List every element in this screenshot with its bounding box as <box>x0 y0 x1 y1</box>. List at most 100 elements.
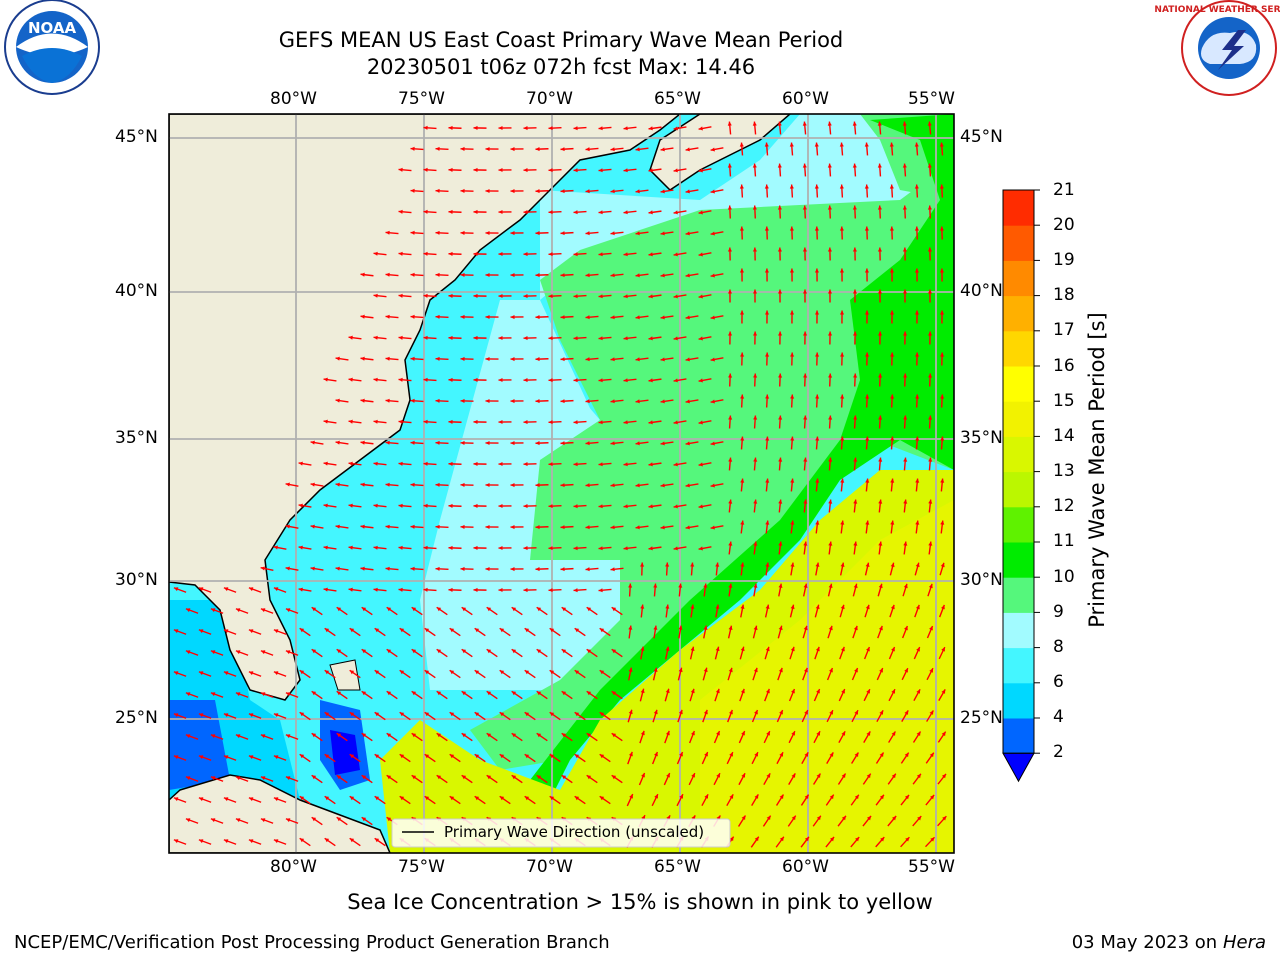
wave-arrow-head <box>386 691 392 696</box>
wave-arrow-head <box>436 607 442 612</box>
wave-arrow-head <box>727 163 732 168</box>
wave-arrow-head <box>902 247 907 252</box>
wave-arrow-head <box>573 168 578 173</box>
wave-arrow-head <box>585 357 590 362</box>
wave-arrow-head <box>803 331 808 336</box>
wave-arrow-head <box>248 839 254 844</box>
colorbar-tick-label: 14 <box>1053 426 1075 446</box>
wave-arrow-head <box>598 252 603 257</box>
colorbar-segment <box>1003 295 1034 332</box>
wave-arrow-head <box>840 562 845 567</box>
wave-arrow-head <box>448 461 453 466</box>
wave-arrow-head <box>574 670 580 675</box>
wave-arrow-head <box>828 415 833 420</box>
wave-arrow-head <box>915 520 920 525</box>
wave-arrow-head <box>374 712 380 717</box>
wave-arrow-head <box>648 336 653 341</box>
wave-arrow-head <box>411 649 417 654</box>
wave-arrow-head <box>710 315 715 320</box>
wave-arrow-head <box>660 231 665 236</box>
wave-arrow-head <box>789 226 794 231</box>
wave-arrow-head <box>890 394 895 399</box>
wave-arrow-head <box>928 415 933 420</box>
wave-arrow-head <box>536 649 542 654</box>
wave-arrow-head <box>878 331 883 336</box>
wave-arrow-head <box>524 796 530 801</box>
wave-arrow-head <box>374 670 380 675</box>
wave-arrow-head <box>585 567 590 572</box>
wave-arrow-head <box>399 628 405 633</box>
wave-arrow-head <box>373 335 378 340</box>
wave-arrow-head <box>827 247 832 252</box>
wave-arrow-head <box>498 167 503 173</box>
wave-arrow-head <box>629 794 633 799</box>
wave-arrow-head <box>460 230 465 235</box>
lon-label-top: 60°W <box>782 89 829 109</box>
wave-arrow-head <box>198 587 204 592</box>
lat-label-left: 35°N <box>115 428 158 448</box>
wave-arrow-head <box>598 378 603 383</box>
wave-arrow-head <box>485 188 490 194</box>
wave-arrow-head <box>815 478 820 483</box>
wave-arrow-head <box>524 628 530 633</box>
wave-arrow-head <box>485 272 490 278</box>
wave-arrow-head <box>324 838 330 843</box>
wave-arrow-head <box>853 457 858 462</box>
wave-arrow-head <box>210 650 216 655</box>
wave-arrow-head <box>460 356 465 361</box>
wave-arrow-head <box>753 667 758 673</box>
wave-arrow-head <box>648 504 653 509</box>
wave-arrow-head <box>398 335 403 340</box>
wave-arrow-head <box>498 587 503 593</box>
wave-arrow-head <box>878 541 883 546</box>
wave-arrow-head <box>335 524 340 529</box>
wave-arrow-head <box>473 167 478 172</box>
wave-arrow-head <box>698 336 703 341</box>
wave-arrow-head <box>560 273 565 278</box>
colorbar-tick-label: 16 <box>1053 356 1075 376</box>
wave-arrow-head <box>485 356 490 362</box>
wave-arrow-head <box>573 588 578 593</box>
wave-arrow-head <box>360 398 365 403</box>
wave-arrow-head <box>754 836 759 842</box>
wave-arrow-head <box>889 142 894 147</box>
footer-host: Hera <box>1222 932 1266 953</box>
wave-arrow-head <box>753 625 758 631</box>
wave-arrow-head <box>335 482 340 487</box>
wave-arrow-head <box>535 441 540 446</box>
wave-arrow-head <box>386 733 392 738</box>
wave-arrow-head <box>778 331 783 336</box>
wave-arrow-head <box>791 773 796 778</box>
wave-arrow-head <box>815 436 820 441</box>
wave-arrow-head <box>915 478 920 483</box>
wave-arrow-head <box>510 482 515 488</box>
wave-arrow-head <box>473 545 478 550</box>
wave-arrow-head <box>511 607 517 612</box>
wave-arrow-head <box>349 628 355 633</box>
wave-arrow-head <box>285 734 291 739</box>
wave-arrow-head <box>839 268 845 273</box>
wave-arrow-head <box>685 483 690 488</box>
wave-arrow-head <box>499 754 505 759</box>
wave-arrow-head <box>349 754 355 759</box>
wave-arrow-head <box>673 420 678 425</box>
wave-arrow-head <box>273 671 279 676</box>
wave-arrow-head <box>865 436 870 441</box>
wave-arrow-head <box>535 483 540 488</box>
wave-arrow-head <box>653 709 658 715</box>
wave-arrow-head <box>635 315 640 320</box>
wave-arrow-head <box>336 733 342 738</box>
wave-arrow-head <box>841 815 846 821</box>
wave-arrow-head <box>827 163 832 168</box>
wave-arrow-head <box>223 797 229 802</box>
colorbar-segment <box>1003 225 1034 261</box>
wave-arrow-head <box>360 524 365 529</box>
wave-arrow-head <box>839 310 845 315</box>
wave-arrow-head <box>865 520 870 525</box>
wave-arrow-head <box>740 562 745 567</box>
wave-arrow-head <box>879 752 884 758</box>
wave-arrow-head <box>728 331 733 336</box>
wave-arrow-head <box>865 478 870 483</box>
wave-arrow-head <box>764 226 769 231</box>
wave-arrow-head <box>904 794 910 800</box>
